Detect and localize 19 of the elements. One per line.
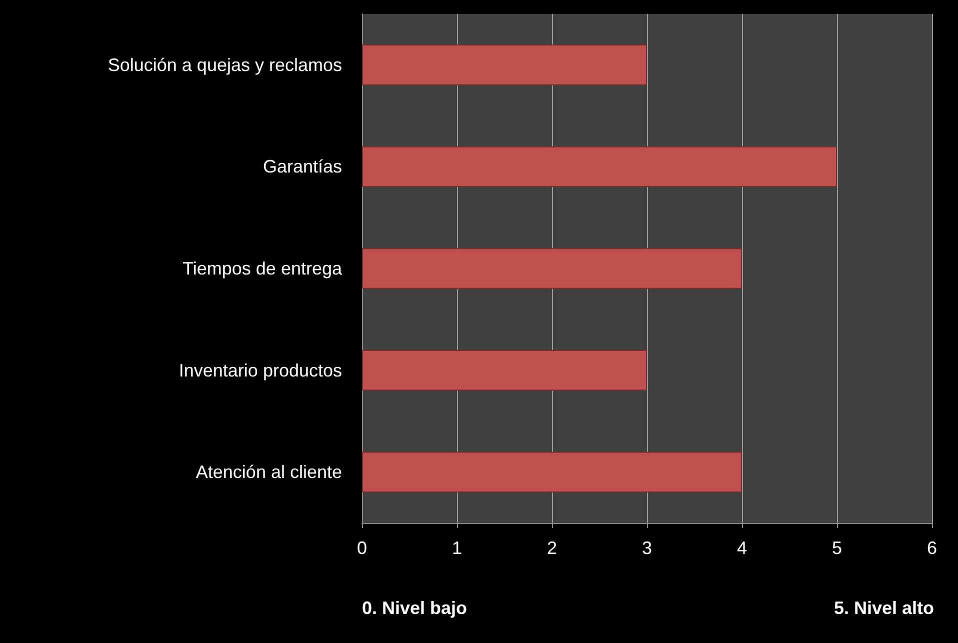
x-tick-label: 3: [642, 538, 652, 558]
y-tick-label: Garantías: [262, 156, 342, 177]
x-tick-label: 2: [546, 538, 558, 558]
y-tick-label: Solución a quejas y reclamos: [108, 54, 342, 75]
bar: [362, 248, 742, 289]
bar: [362, 146, 837, 188]
bar: [362, 452, 742, 492]
x-tick-label: 4: [736, 538, 748, 558]
bar: [362, 350, 647, 391]
y-tick-label: Atención al cliente: [196, 462, 342, 482]
x-tick-label: 1: [452, 538, 462, 558]
x-tick-label: 0: [356, 538, 368, 558]
text: 0. Nivel bajo: [362, 598, 468, 618]
bar: [362, 44, 647, 86]
y-tick-label: Tiempos de entrega: [182, 258, 343, 278]
text: 5. Nivel alto: [834, 598, 934, 618]
y-tick-label: Inventario productos: [178, 360, 342, 380]
x-tick-label: 6: [926, 538, 938, 558]
x-tick-label: 5: [832, 538, 842, 558]
